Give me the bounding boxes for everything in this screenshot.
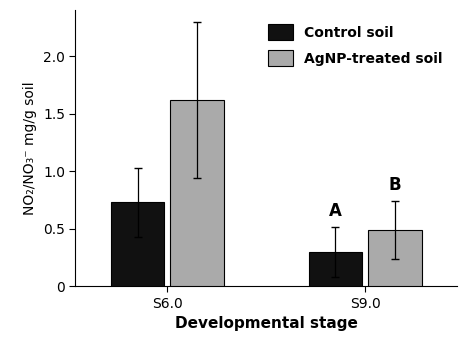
Y-axis label: NO₂/NO₃⁻ mg/g soil: NO₂/NO₃⁻ mg/g soil (24, 81, 37, 215)
Text: A: A (329, 201, 342, 220)
Bar (111, 203, 164, 286)
Text: B: B (389, 176, 401, 194)
Bar (309, 252, 362, 286)
Bar (170, 100, 224, 286)
Bar (368, 230, 422, 286)
Legend: Control soil, AgNP-treated soil: Control soil, AgNP-treated soil (261, 17, 450, 73)
X-axis label: Developmental stage: Developmental stage (175, 316, 357, 331)
